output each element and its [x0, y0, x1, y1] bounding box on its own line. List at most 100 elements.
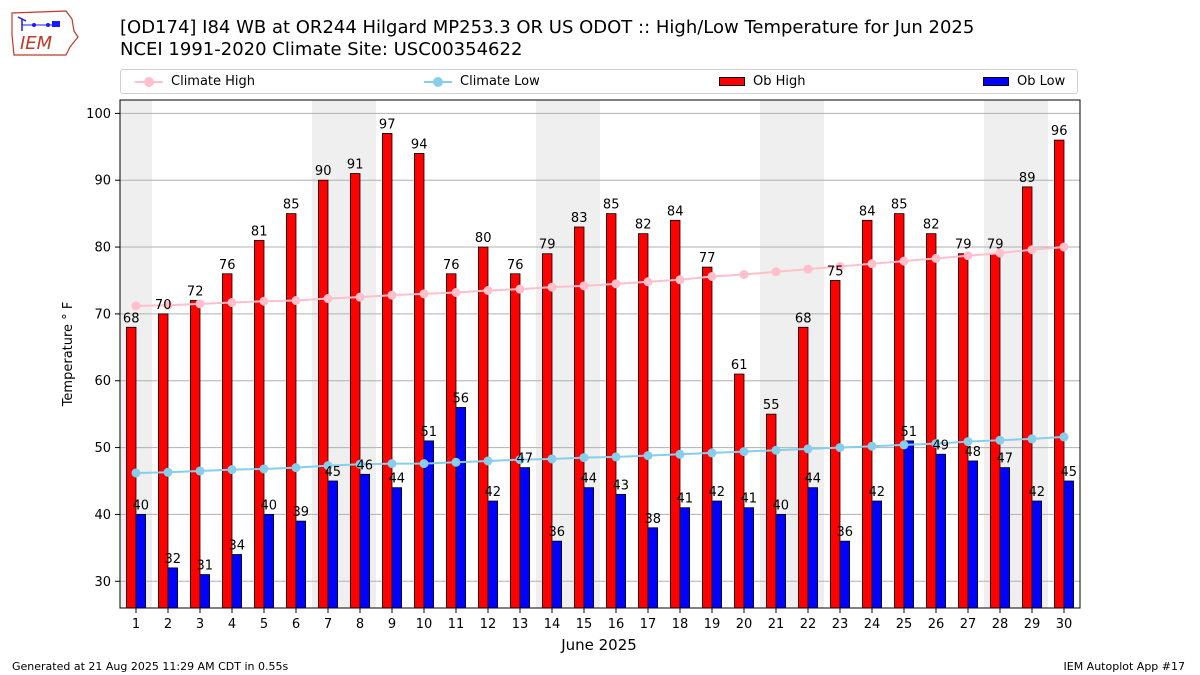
bar-labels: 68 70 72 76 81 85 90 91 97 94 76 80 76 79 83 85 82 84 77 61… — [123, 117, 1077, 573]
ob-high-label: 80 — [475, 231, 492, 246]
ob-high-label: 79 — [987, 238, 1004, 253]
ob-high-label: 79 — [955, 238, 972, 253]
ob-high-swatch — [719, 77, 745, 86]
ob-high-bar — [926, 233, 937, 609]
legend: Climate High Climate Low Ob High Ob Low — [120, 69, 1078, 94]
climate-high-swatch — [135, 76, 163, 87]
ob-high-bar — [606, 213, 617, 609]
y-tick-label: 80 — [94, 241, 111, 256]
x-tick-label: 30 — [1056, 617, 1073, 632]
climate-high-point — [803, 264, 813, 274]
x-tick-label: 2 — [164, 617, 172, 632]
ob-low-bar — [903, 440, 915, 609]
x-tick-label: 25 — [896, 617, 913, 632]
x-tick-label: 22 — [800, 617, 817, 632]
y-tick-label: 100 — [86, 107, 111, 122]
climate-low-point — [675, 449, 685, 459]
x-tick-label: 16 — [608, 617, 625, 632]
ob-low-bar — [519, 467, 531, 609]
ob-high-label: 83 — [571, 211, 588, 226]
ob-low-label: 44 — [581, 472, 598, 487]
ob-high-bar — [221, 273, 233, 609]
ob-high-bar — [862, 219, 873, 609]
x-tick-label: 10 — [416, 617, 433, 632]
iem-logo: IEM — [8, 5, 80, 59]
ob-low-label: 44 — [805, 472, 822, 487]
climate-low-point — [995, 435, 1005, 445]
climate-high-point — [579, 281, 589, 291]
ob-low-swatch — [983, 77, 1009, 86]
legend-climate-high-label: Climate High — [171, 74, 256, 89]
ob-high-label: 75 — [827, 264, 844, 279]
ob-low-label: 56 — [453, 391, 470, 406]
y-tick-label: 60 — [94, 374, 111, 389]
x-tick-label: 12 — [480, 617, 497, 632]
ob-high-bar — [349, 173, 361, 609]
ob-low-bar — [839, 540, 851, 609]
climate-high-point — [611, 279, 621, 289]
x-tick-label: 26 — [928, 617, 945, 632]
ob-high-label: 76 — [443, 258, 460, 273]
y-tick-label: 30 — [94, 575, 111, 590]
x-tick-label: 24 — [864, 617, 881, 632]
ob-low-label: 45 — [325, 465, 342, 480]
x-tick-label: 6 — [292, 617, 300, 632]
ob-low-label: 43 — [613, 478, 630, 493]
climate-high-point — [835, 261, 845, 271]
ob-high-label: 68 — [123, 311, 140, 326]
x-tick-label: 15 — [576, 617, 593, 632]
climate-high-point — [515, 284, 525, 294]
climate-high-point — [483, 286, 493, 295]
ob-low-label: 44 — [389, 472, 406, 487]
ob-high-label: 89 — [1019, 171, 1036, 186]
legend-ob-low: Ob Low — [983, 70, 1065, 93]
grid-lines — [120, 112, 1080, 582]
ob-low-label: 40 — [261, 498, 278, 513]
x-tick-label: 13 — [512, 617, 529, 632]
ob-low-label: 42 — [485, 485, 502, 500]
ob-low-bar — [135, 514, 147, 609]
climate-high-point — [867, 259, 877, 269]
x-tick-label: 28 — [992, 617, 1009, 632]
ob-high-bar — [798, 326, 809, 609]
ob-low-bar — [871, 500, 883, 609]
legend-ob-high: Ob High — [719, 70, 806, 93]
x-tick-label: 3 — [196, 617, 204, 632]
ob-high-label: 55 — [763, 398, 780, 413]
ob-low-label: 46 — [357, 458, 374, 473]
climate-high-point — [963, 251, 973, 261]
x-tick-label: 14 — [544, 617, 561, 632]
ob-low-label: 39 — [293, 505, 310, 520]
climate-high-point — [707, 271, 717, 281]
ob-low-label: 36 — [837, 525, 854, 540]
chart-subtitle: NCEI 1991-2020 Climate Site: USC00354622 — [120, 39, 523, 60]
ob-high-bar — [958, 253, 969, 609]
ob-high-label: 72 — [187, 285, 204, 300]
ob-high-bar — [381, 133, 393, 609]
climate-high-point — [387, 290, 397, 300]
ob-low-label: 45 — [1061, 465, 1078, 480]
climate-high-point — [323, 294, 333, 304]
ob-low-bar — [967, 460, 979, 609]
climate-low-point — [163, 467, 173, 477]
legend-ob-low-label: Ob Low — [1017, 74, 1066, 89]
x-tick-label: 21 — [768, 617, 785, 632]
ob-low-label: 40 — [773, 498, 790, 513]
ob-high-label: 68 — [795, 311, 812, 326]
climate-low-point — [835, 443, 845, 453]
climate-low-point — [483, 456, 493, 466]
ob-high-bar — [285, 213, 297, 609]
climate-high-point — [643, 277, 653, 287]
ob-low-bar — [999, 467, 1011, 609]
climate-high-point — [419, 289, 429, 299]
ob-low-bar — [807, 487, 819, 609]
climate-low-point — [771, 445, 781, 455]
ob-low-label: 42 — [1029, 485, 1046, 500]
ob-low-bar — [679, 507, 691, 609]
ob-high-bar — [990, 253, 1001, 609]
ob-high-bar — [477, 246, 489, 609]
generated-timestamp: Generated at 21 Aug 2025 11:29 AM CDT in… — [12, 660, 289, 673]
ob-low-label: 42 — [869, 485, 886, 500]
ob-low-bar — [455, 407, 467, 609]
ob-high-label: 85 — [891, 198, 908, 213]
